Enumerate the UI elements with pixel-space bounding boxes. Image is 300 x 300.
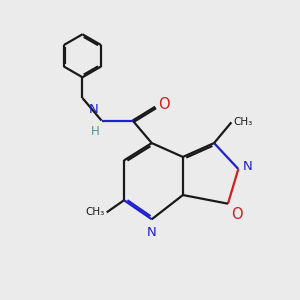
Text: CH₃: CH₃ [233,117,252,127]
Text: O: O [158,98,169,112]
Text: N: N [89,103,99,116]
Text: H: H [91,125,100,138]
Text: CH₃: CH₃ [86,207,105,218]
Text: N: N [242,160,252,173]
Text: N: N [147,226,157,238]
Text: O: O [231,207,243,222]
